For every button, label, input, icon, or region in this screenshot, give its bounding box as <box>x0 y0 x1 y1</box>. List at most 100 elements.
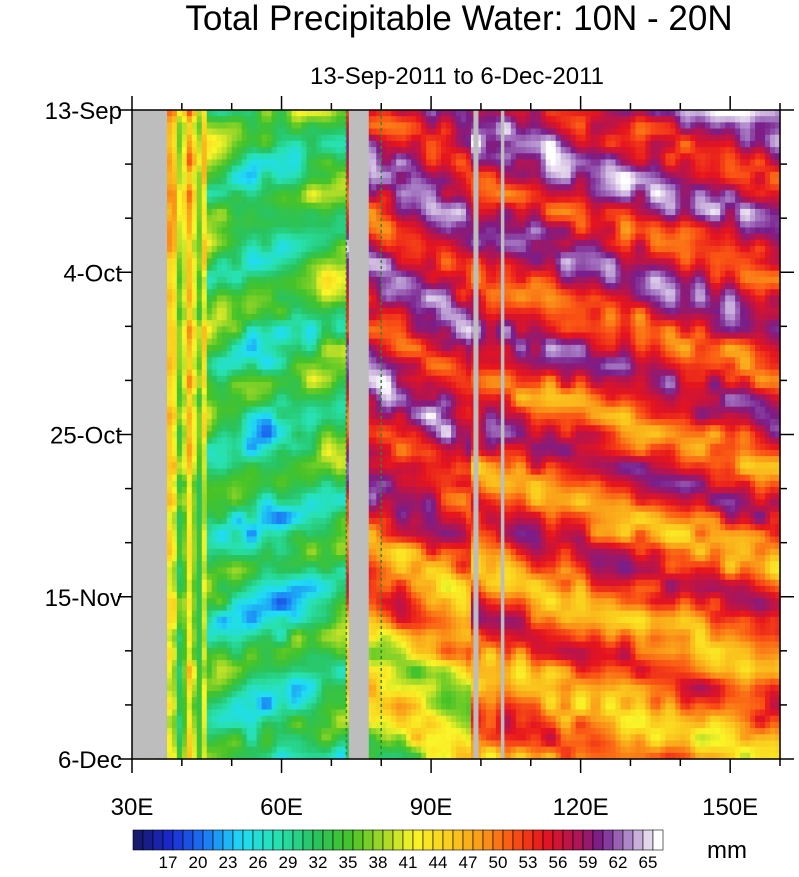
heatmap-cell <box>391 295 397 303</box>
heatmap-cell <box>236 122 243 130</box>
heatmap-cell <box>456 159 462 167</box>
heatmap-cell <box>441 264 447 272</box>
heatmap-cell <box>256 165 263 173</box>
heatmap-cell <box>166 110 173 117</box>
heatmap-cell <box>456 283 462 290</box>
heatmap-cell <box>755 245 761 253</box>
heatmap-cell <box>426 313 432 321</box>
heatmap-cell <box>685 159 691 167</box>
heatmap-cell <box>735 147 741 154</box>
heatmap-cell <box>196 338 203 346</box>
heatmap-cell <box>580 264 587 272</box>
heatmap-cell <box>495 301 502 309</box>
heatmap-cell <box>236 289 243 297</box>
heatmap-cell <box>266 110 273 117</box>
heatmap-cell <box>705 239 711 247</box>
heatmap-cell <box>525 140 532 148</box>
heatmap-cell <box>306 134 313 142</box>
heatmap-cell <box>550 270 557 278</box>
heatmap-cell <box>216 344 223 352</box>
heatmap-cell <box>231 184 238 191</box>
heatmap-cell <box>451 177 457 185</box>
heatmap-cell <box>176 110 183 117</box>
heatmap-cell <box>221 338 228 346</box>
heatmap-cell <box>376 301 382 309</box>
heatmap-cell <box>341 233 347 241</box>
heatmap-cell <box>256 258 263 266</box>
heatmap-cell <box>206 122 213 130</box>
heatmap-cell <box>186 215 193 222</box>
heatmap-cell <box>456 134 462 142</box>
heatmap-cell <box>675 283 681 290</box>
heatmap-cell <box>331 326 337 334</box>
heatmap-cell <box>710 239 716 247</box>
heatmap-cell <box>525 221 532 229</box>
heatmap-cell <box>625 184 632 191</box>
heatmap-cell <box>750 233 756 241</box>
heatmap-cell <box>221 245 228 253</box>
heatmap-cell <box>565 332 572 340</box>
heatmap-cell <box>451 171 457 179</box>
heatmap-cell <box>530 270 537 278</box>
heatmap-cell <box>201 239 208 247</box>
heatmap-cell <box>535 134 542 142</box>
heatmap-cell <box>451 233 457 241</box>
heatmap-cell <box>725 258 731 266</box>
heatmap-cell <box>246 332 253 340</box>
heatmap-cell <box>600 128 607 136</box>
heatmap-cell <box>720 190 726 198</box>
heatmap-cell <box>176 344 183 352</box>
heatmap-cell <box>191 301 198 309</box>
heatmap-cell <box>276 110 283 117</box>
heatmap-cell <box>505 301 512 309</box>
heatmap-cell <box>291 283 298 290</box>
heatmap-cell <box>540 122 547 130</box>
heatmap-cell <box>475 332 482 340</box>
heatmap-cell <box>635 221 642 229</box>
heatmap-cell <box>331 147 337 154</box>
heatmap-cell <box>545 147 552 154</box>
heatmap-cell <box>650 159 656 167</box>
heatmap-cell <box>605 190 612 198</box>
heatmap-cell <box>725 153 731 161</box>
heatmap-cell <box>441 153 447 161</box>
heatmap-cell <box>301 332 308 340</box>
heatmap-cell <box>595 128 602 136</box>
heatmap-cell <box>740 215 746 222</box>
heatmap-cell <box>665 252 671 259</box>
heatmap-cell <box>725 116 731 123</box>
heatmap-cell <box>755 177 761 185</box>
heatmap-cell <box>241 283 248 290</box>
heatmap-cell <box>520 122 527 130</box>
heatmap-cell <box>775 258 781 266</box>
heatmap-cell <box>251 264 258 272</box>
heatmap-cell <box>640 258 647 266</box>
heatmap-cell <box>321 239 327 247</box>
heatmap-cell <box>495 116 502 123</box>
heatmap-cell <box>321 338 327 346</box>
heatmap-cell <box>715 171 721 179</box>
heatmap-cell <box>740 326 746 334</box>
heatmap-cell <box>371 258 377 266</box>
heatmap-cell <box>276 295 283 303</box>
heatmap-cell <box>326 116 332 123</box>
heatmap-cell <box>176 202 183 210</box>
heatmap-cell <box>490 184 497 191</box>
heatmap-cell <box>321 258 327 266</box>
heatmap-cell <box>191 258 198 266</box>
heatmap-cell <box>176 264 183 272</box>
heatmap-cell <box>565 165 572 173</box>
heatmap-cell <box>431 289 437 297</box>
heatmap-cell <box>411 289 417 297</box>
heatmap-cell <box>750 171 756 179</box>
heatmap-cell <box>191 283 198 290</box>
heatmap-cell <box>540 313 547 321</box>
heatmap-cell <box>296 165 303 173</box>
heatmap-cell <box>665 122 671 130</box>
heatmap-cell <box>760 208 766 216</box>
heatmap-cell <box>660 276 666 284</box>
heatmap-cell <box>396 301 402 309</box>
heatmap-cell <box>645 320 651 327</box>
heatmap-cell <box>306 233 313 241</box>
heatmap-cell <box>261 159 268 167</box>
